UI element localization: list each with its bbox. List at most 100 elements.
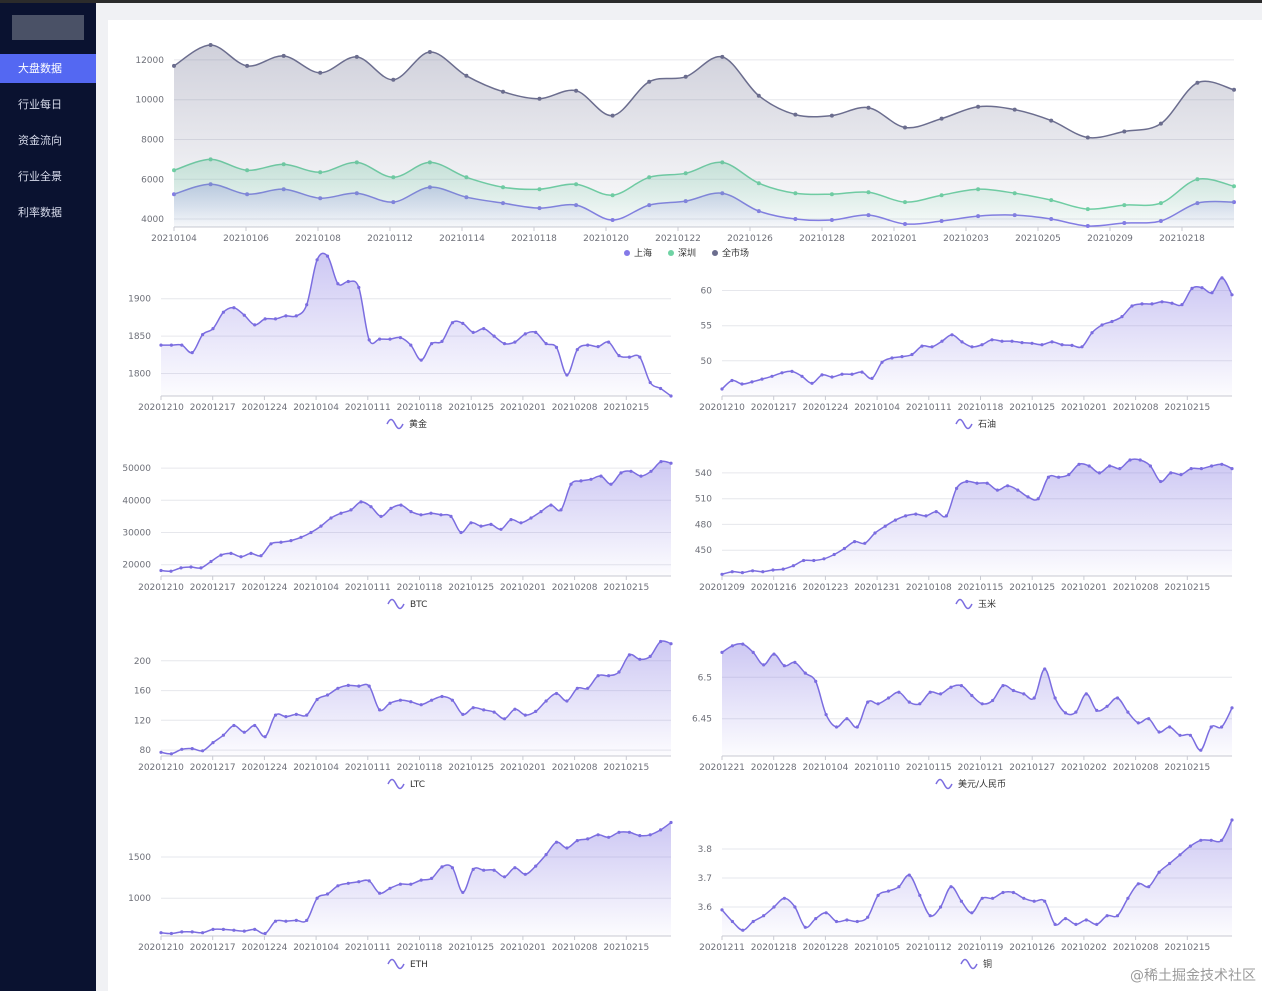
data-point[interactable] xyxy=(190,747,194,751)
data-point[interactable] xyxy=(482,708,486,712)
data-point[interactable] xyxy=(607,340,611,344)
data-point[interactable] xyxy=(596,833,600,837)
data-point[interactable] xyxy=(554,840,559,844)
data-point[interactable] xyxy=(273,713,278,717)
data-point[interactable] xyxy=(1220,838,1224,842)
data-point[interactable] xyxy=(253,927,257,931)
data-point[interactable] xyxy=(1220,276,1224,280)
data-point[interactable] xyxy=(751,569,755,573)
data-point[interactable] xyxy=(1032,696,1036,700)
data-point[interactable] xyxy=(1138,458,1142,462)
legend-label[interactable]: LTC xyxy=(410,780,425,790)
data-point[interactable] xyxy=(315,697,319,702)
data-point[interactable] xyxy=(315,896,319,900)
data-point[interactable] xyxy=(730,570,734,574)
data-point[interactable] xyxy=(523,713,527,717)
legend-marker[interactable] xyxy=(387,958,405,970)
data-point[interactable] xyxy=(575,686,579,690)
data-point[interactable] xyxy=(201,749,205,753)
data-point[interactable] xyxy=(939,692,943,696)
data-point[interactable] xyxy=(596,345,600,349)
data-point[interactable] xyxy=(575,348,579,352)
data-point[interactable] xyxy=(907,700,911,704)
data-point[interactable] xyxy=(471,867,475,871)
data-point[interactable] xyxy=(800,374,804,378)
data-point[interactable] xyxy=(242,313,246,317)
data-point[interactable] xyxy=(928,914,932,918)
data-point[interactable] xyxy=(1000,339,1004,343)
data-point[interactable] xyxy=(159,343,163,347)
data-point[interactable] xyxy=(659,460,663,464)
data-point[interactable] xyxy=(1070,343,1074,347)
data-point[interactable] xyxy=(1063,917,1068,921)
data-point[interactable] xyxy=(359,500,363,504)
data-point[interactable] xyxy=(860,370,864,374)
data-point[interactable] xyxy=(529,516,533,520)
legend-label[interactable]: 美元/人民币 xyxy=(958,778,1006,790)
data-point[interactable] xyxy=(1147,717,1151,721)
legend-marker[interactable] xyxy=(668,250,674,256)
data-point[interactable] xyxy=(730,919,734,924)
data-point[interactable] xyxy=(349,508,353,512)
data-point[interactable] xyxy=(1067,473,1071,477)
data-point[interactable] xyxy=(1110,319,1114,324)
data-point[interactable] xyxy=(607,674,611,678)
data-point[interactable] xyxy=(866,915,870,919)
data-point[interactable] xyxy=(1230,467,1234,471)
data-point[interactable] xyxy=(1210,464,1214,468)
data-point[interactable] xyxy=(1220,725,1224,729)
data-point[interactable] xyxy=(502,342,507,346)
data-point[interactable] xyxy=(378,337,382,341)
data-point[interactable] xyxy=(770,374,774,378)
data-point[interactable] xyxy=(1158,121,1163,126)
data-point[interactable] xyxy=(1036,497,1040,501)
data-point[interactable] xyxy=(1126,710,1130,714)
data-point[interactable] xyxy=(586,686,590,690)
data-point[interactable] xyxy=(772,652,776,656)
data-point[interactable] xyxy=(980,896,984,900)
data-point[interactable] xyxy=(920,344,924,348)
sidebar-item-capital-flow[interactable]: 资金流向 xyxy=(18,134,62,147)
data-point[interactable] xyxy=(1199,748,1203,752)
data-point[interactable] xyxy=(928,690,932,694)
sidebar-item-industry-daily[interactable]: 行业每日 xyxy=(18,98,62,111)
legend-marker[interactable] xyxy=(624,250,630,256)
data-point[interactable] xyxy=(720,54,725,59)
data-point[interactable] xyxy=(627,355,632,359)
data-point[interactable] xyxy=(199,566,203,570)
data-point[interactable] xyxy=(596,674,600,678)
data-point[interactable] xyxy=(409,343,413,347)
data-point[interactable] xyxy=(1085,135,1090,140)
data-point[interactable] xyxy=(930,345,934,349)
data-point[interactable] xyxy=(669,642,673,646)
data-point[interactable] xyxy=(1049,118,1054,123)
data-point[interactable] xyxy=(824,713,828,717)
data-point[interactable] xyxy=(319,524,323,528)
data-point[interactable] xyxy=(398,336,402,340)
data-point[interactable] xyxy=(1080,345,1084,349)
data-point[interactable] xyxy=(357,285,361,290)
data-point[interactable] xyxy=(554,691,559,696)
data-point[interactable] xyxy=(1095,708,1099,712)
data-point[interactable] xyxy=(834,919,839,924)
data-point[interactable] xyxy=(1199,838,1203,842)
data-point[interactable] xyxy=(1095,922,1099,926)
data-point[interactable] xyxy=(1090,331,1094,335)
data-point[interactable] xyxy=(242,730,246,734)
legend-label[interactable]: 全市场 xyxy=(722,247,749,259)
data-point[interactable] xyxy=(294,314,298,318)
data-point[interactable] xyxy=(991,698,995,703)
data-point[interactable] xyxy=(378,708,382,712)
data-point[interactable] xyxy=(1157,870,1161,874)
data-point[interactable] xyxy=(649,469,653,473)
data-point[interactable] xyxy=(751,650,755,654)
data-point[interactable] xyxy=(1115,696,1120,700)
data-point[interactable] xyxy=(367,879,371,883)
data-point[interactable] xyxy=(1118,467,1122,471)
data-point[interactable] xyxy=(537,96,542,101)
data-point[interactable] xyxy=(329,516,333,520)
data-point[interactable] xyxy=(1180,303,1184,307)
data-point[interactable] xyxy=(253,323,257,327)
data-point[interactable] xyxy=(284,919,288,923)
data-point[interactable] xyxy=(1189,467,1193,471)
